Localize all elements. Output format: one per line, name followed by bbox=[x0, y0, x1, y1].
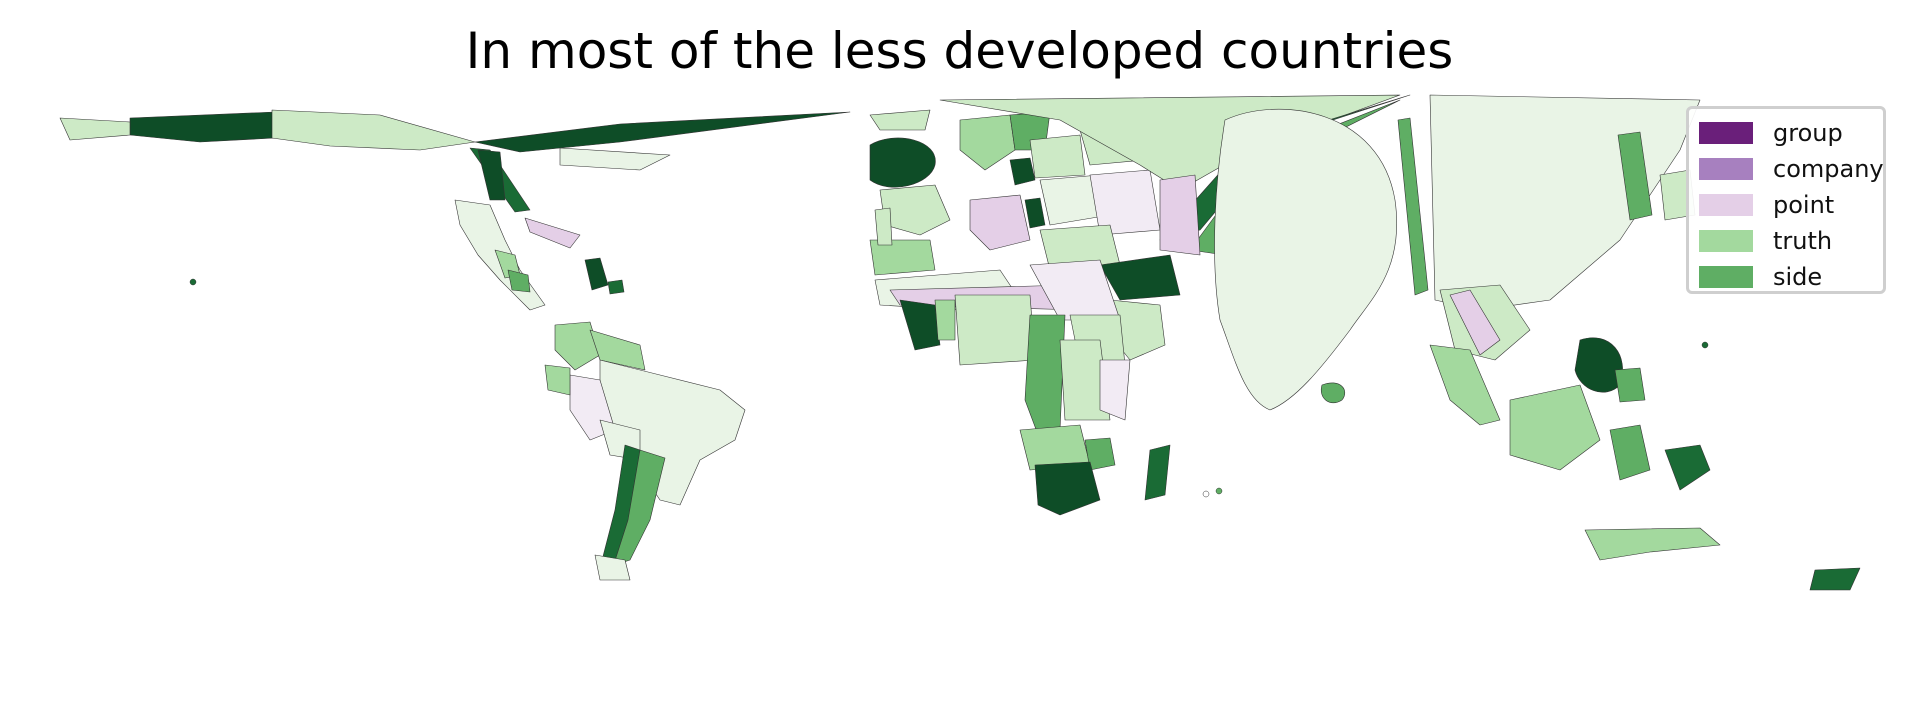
legend-item-company: company bbox=[1699, 151, 1884, 187]
region-canada-west bbox=[271, 109, 476, 151]
region-madagascar bbox=[1144, 444, 1171, 501]
region-haiti bbox=[607, 279, 625, 295]
region-china bbox=[1429, 94, 1701, 311]
region-caribbean-1 bbox=[524, 217, 581, 249]
region-ghana bbox=[934, 299, 956, 341]
region-ecuador bbox=[544, 364, 571, 396]
legend-swatch-truth bbox=[1699, 230, 1753, 252]
region-india-strip bbox=[1397, 117, 1429, 296]
island-1 bbox=[189, 278, 197, 286]
island-2 bbox=[1202, 490, 1210, 498]
legend-label-point: point bbox=[1773, 191, 1835, 219]
region-cuba bbox=[584, 257, 609, 291]
legend-swatch-point bbox=[1699, 194, 1753, 216]
region-malaysia bbox=[1429, 344, 1501, 426]
region-canada-east bbox=[474, 111, 851, 153]
legend-swatch-company bbox=[1699, 158, 1753, 180]
region-philippines-2 bbox=[1614, 367, 1646, 403]
region-venezuela bbox=[589, 329, 646, 371]
region-usa-fan-2 bbox=[477, 149, 506, 201]
region-alaska bbox=[129, 111, 276, 143]
region-tanzania bbox=[1099, 359, 1131, 421]
region-iran bbox=[1099, 254, 1181, 301]
region-arctic bbox=[559, 147, 671, 171]
legend-item-truth: truth bbox=[1699, 223, 1832, 259]
region-australia bbox=[1584, 527, 1721, 561]
legend-label-truth: truth bbox=[1773, 227, 1833, 255]
island-3 bbox=[1215, 487, 1223, 495]
region-ukraine bbox=[1089, 169, 1161, 236]
region-congo bbox=[1024, 314, 1066, 441]
legend-label-company: company bbox=[1773, 155, 1884, 183]
region-portugal bbox=[874, 207, 893, 246]
region-mozambique bbox=[1084, 437, 1116, 471]
region-central-am-2 bbox=[507, 269, 531, 293]
region-scandinavia bbox=[959, 114, 1016, 171]
region-uk-ireland bbox=[869, 137, 936, 188]
region-indonesia-west bbox=[1509, 384, 1601, 471]
legend-item-point: point bbox=[1699, 187, 1834, 223]
region-philippines bbox=[1574, 337, 1623, 393]
map-title: In most of the less developed countries bbox=[465, 22, 1454, 80]
region-germany bbox=[1009, 157, 1036, 186]
region-greenland-strip bbox=[59, 117, 131, 141]
region-patagonia bbox=[594, 554, 631, 581]
legend-item-group: group bbox=[1699, 115, 1843, 151]
region-south-africa bbox=[1034, 461, 1101, 516]
region-iceland bbox=[869, 109, 931, 131]
region-sri-lanka bbox=[1320, 382, 1346, 404]
region-spain bbox=[869, 239, 936, 276]
region-nigeria bbox=[954, 294, 1036, 366]
region-balkans bbox=[969, 194, 1031, 251]
region-borneo bbox=[1609, 424, 1651, 481]
region-italy bbox=[1024, 197, 1046, 229]
region-korea bbox=[1617, 131, 1653, 221]
region-colombia bbox=[554, 321, 601, 371]
region-poland bbox=[1029, 134, 1086, 179]
region-nz bbox=[1809, 567, 1861, 591]
region-kazakhstan bbox=[1159, 174, 1201, 256]
legend-item-side: side bbox=[1699, 259, 1822, 295]
legend-label-group: group bbox=[1773, 119, 1843, 147]
legend-swatch-side bbox=[1699, 266, 1753, 288]
region-india bbox=[1214, 108, 1397, 411]
region-new-guinea bbox=[1664, 444, 1711, 491]
region-west-africa bbox=[899, 299, 941, 351]
region-thailand bbox=[1449, 289, 1501, 356]
map-legend: group company point truth side bbox=[1686, 106, 1886, 294]
legend-swatch-group bbox=[1699, 122, 1753, 144]
island-4 bbox=[1701, 341, 1709, 349]
legend-label-side: side bbox=[1773, 263, 1823, 291]
region-drc bbox=[1059, 339, 1111, 421]
